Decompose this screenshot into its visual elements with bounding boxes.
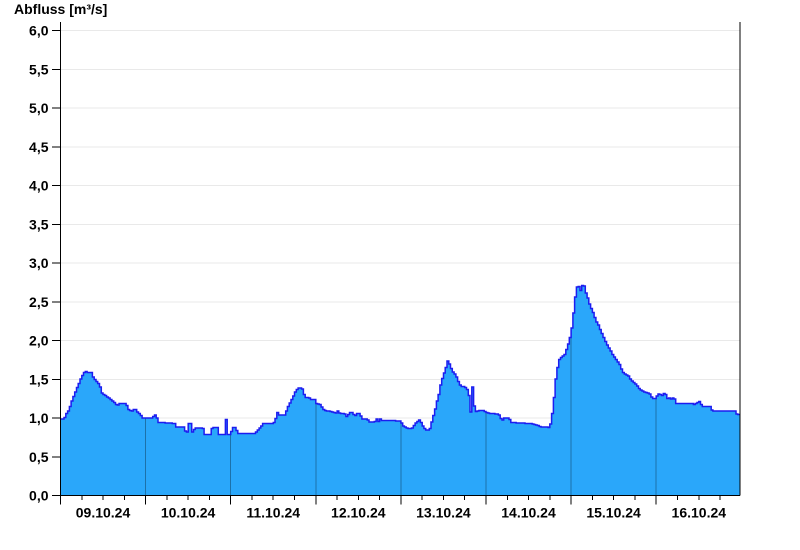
svg-text:1,5: 1,5 <box>29 371 49 387</box>
svg-text:09.10.24: 09.10.24 <box>76 505 131 521</box>
svg-text:2,0: 2,0 <box>29 333 49 349</box>
svg-text:12.10.24: 12.10.24 <box>331 505 386 521</box>
svg-text:5,0: 5,0 <box>29 100 49 116</box>
svg-text:0,0: 0,0 <box>29 488 49 504</box>
svg-text:2,5: 2,5 <box>29 294 49 310</box>
svg-text:16.10.24: 16.10.24 <box>672 505 727 521</box>
svg-text:1,0: 1,0 <box>29 410 49 426</box>
svg-text:14.10.24: 14.10.24 <box>501 505 556 521</box>
svg-text:4,0: 4,0 <box>29 178 49 194</box>
svg-text:6,0: 6,0 <box>29 23 49 39</box>
svg-text:Abfluss [m³/s]: Abfluss [m³/s] <box>14 1 107 17</box>
svg-text:15.10.24: 15.10.24 <box>586 505 641 521</box>
svg-text:3,0: 3,0 <box>29 255 49 271</box>
svg-text:4,5: 4,5 <box>29 139 49 155</box>
svg-text:10.10.24: 10.10.24 <box>161 505 216 521</box>
svg-text:11.10.24: 11.10.24 <box>246 505 300 521</box>
svg-text:5,5: 5,5 <box>29 61 49 77</box>
svg-text:13.10.24: 13.10.24 <box>416 505 471 521</box>
svg-text:3,5: 3,5 <box>29 216 49 232</box>
svg-text:0,5: 0,5 <box>29 449 49 465</box>
